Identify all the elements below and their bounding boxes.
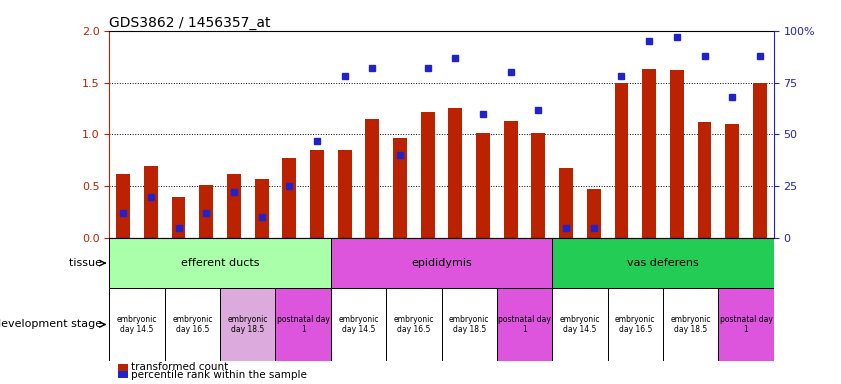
Text: embryonic
day 14.5: embryonic day 14.5 xyxy=(560,315,600,334)
Text: embryonic
day 16.5: embryonic day 16.5 xyxy=(394,315,434,334)
Text: embryonic
day 16.5: embryonic day 16.5 xyxy=(172,315,213,334)
Bar xyxy=(331,288,386,361)
Bar xyxy=(559,167,573,238)
Bar xyxy=(718,288,774,361)
Bar xyxy=(386,288,442,361)
Text: percentile rank within the sample: percentile rank within the sample xyxy=(131,370,307,380)
Bar xyxy=(109,238,331,288)
Bar xyxy=(725,124,739,238)
Bar xyxy=(220,288,275,361)
Bar xyxy=(553,238,774,288)
Bar xyxy=(199,185,213,238)
Text: embryonic
day 14.5: embryonic day 14.5 xyxy=(117,315,157,334)
Bar xyxy=(275,288,331,361)
Bar xyxy=(109,288,165,361)
Bar xyxy=(448,108,463,238)
Bar xyxy=(365,119,379,238)
Bar xyxy=(476,133,490,238)
Text: postnatal day
1: postnatal day 1 xyxy=(277,315,330,334)
Text: epididymis: epididymis xyxy=(411,258,472,268)
Bar xyxy=(310,150,324,238)
Bar xyxy=(255,179,268,238)
Text: efferent ducts: efferent ducts xyxy=(181,258,259,268)
Text: embryonic
day 14.5: embryonic day 14.5 xyxy=(338,315,378,334)
Bar xyxy=(670,70,684,238)
Text: postnatal day
1: postnatal day 1 xyxy=(720,315,773,334)
Text: transformed count: transformed count xyxy=(131,362,229,372)
Text: embryonic
day 18.5: embryonic day 18.5 xyxy=(228,315,268,334)
Bar xyxy=(227,174,241,238)
Bar xyxy=(331,238,553,288)
Bar xyxy=(753,83,767,238)
Bar xyxy=(497,288,553,361)
Bar xyxy=(116,174,130,238)
Bar xyxy=(532,133,545,238)
Bar xyxy=(504,121,518,238)
Bar xyxy=(607,288,663,361)
Text: postnatal day
1: postnatal day 1 xyxy=(498,315,551,334)
Text: GDS3862 / 1456357_at: GDS3862 / 1456357_at xyxy=(109,16,271,30)
Bar xyxy=(165,288,220,361)
Text: development stage: development stage xyxy=(0,319,105,329)
Text: vas deferens: vas deferens xyxy=(627,258,699,268)
Bar xyxy=(697,122,711,238)
Bar xyxy=(663,288,718,361)
Bar xyxy=(615,83,628,238)
Bar xyxy=(283,158,296,238)
Text: tissue: tissue xyxy=(69,258,105,268)
Bar xyxy=(553,288,607,361)
Text: embryonic
day 18.5: embryonic day 18.5 xyxy=(670,315,711,334)
Text: embryonic
day 16.5: embryonic day 16.5 xyxy=(615,315,655,334)
Bar xyxy=(442,288,497,361)
Bar xyxy=(587,189,600,238)
Bar xyxy=(338,150,352,238)
Bar xyxy=(172,197,186,238)
Bar xyxy=(420,112,435,238)
Text: embryonic
day 18.5: embryonic day 18.5 xyxy=(449,315,489,334)
Bar xyxy=(144,166,158,238)
Bar xyxy=(643,69,656,238)
Bar xyxy=(393,137,407,238)
